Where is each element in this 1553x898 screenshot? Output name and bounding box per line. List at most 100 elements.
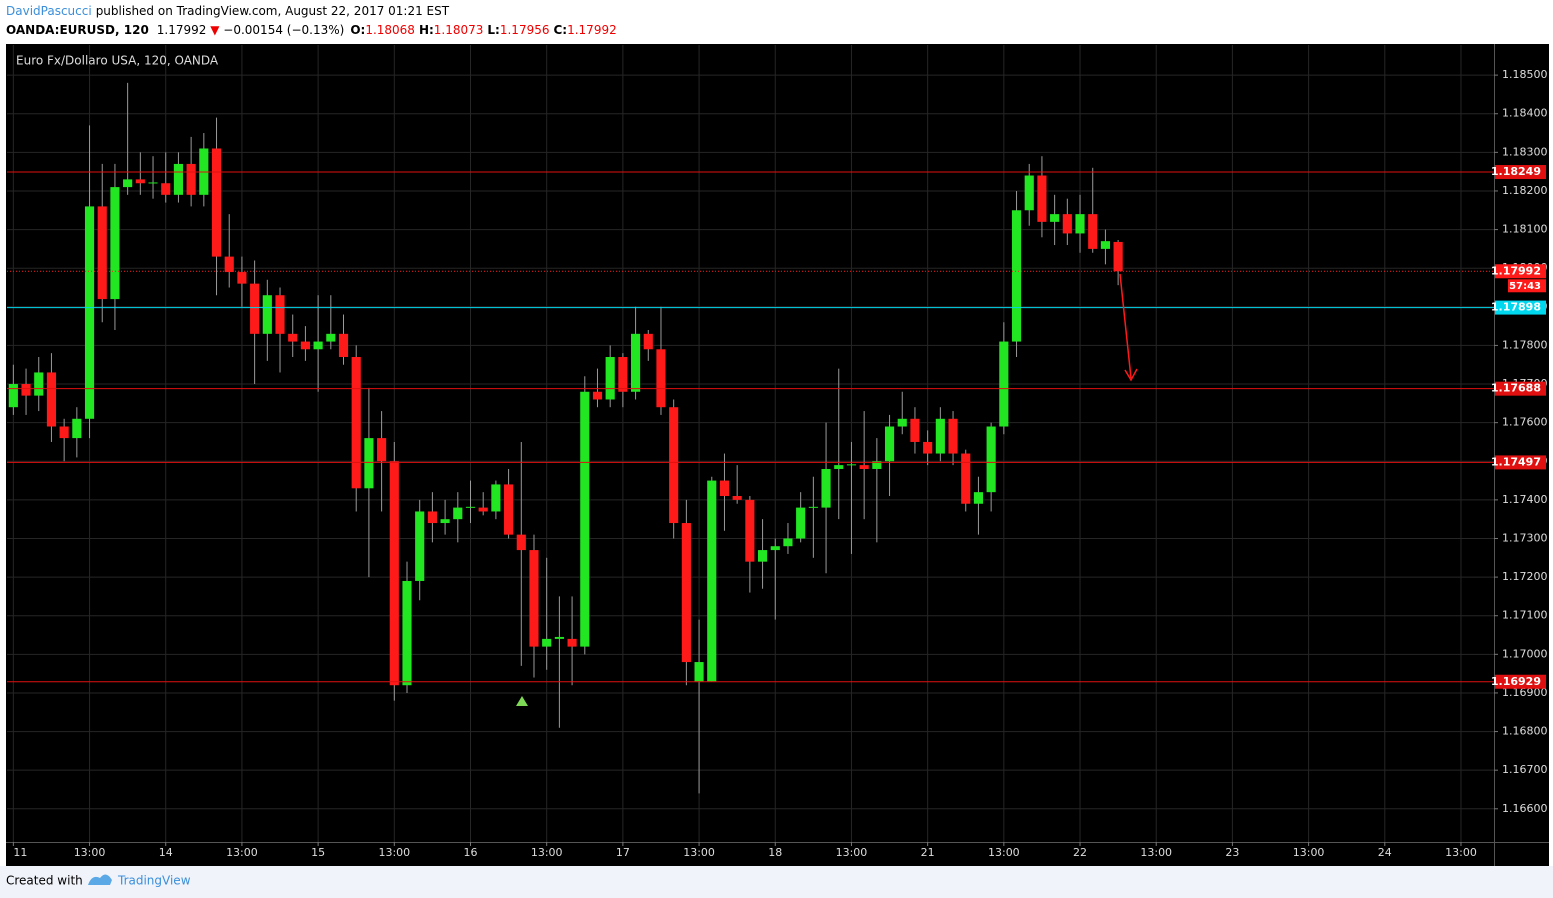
candle-body: [719, 480, 730, 497]
candle-body: [669, 407, 679, 524]
y-tick-label: 1.17400: [1502, 493, 1548, 506]
x-tick-label: 13:00: [1140, 846, 1172, 859]
change: −0.00154 (−0.13%): [223, 23, 344, 37]
levels: 1.18249 1.17898 1.17688 1.17497 1.16929 1.179…: [7, 165, 1546, 689]
candle-body: [478, 507, 488, 512]
l-label: L:: [487, 23, 499, 37]
candle-body: [148, 182, 158, 184]
x-tick-label: 13:00: [226, 846, 258, 859]
candle-body: [948, 418, 958, 454]
candle-body: [250, 283, 260, 334]
last-price-label-bg: [1495, 264, 1546, 279]
candle-body: [999, 341, 1009, 427]
candle-body: [1075, 214, 1085, 234]
candle-body: [84, 206, 95, 419]
candle-body: [288, 333, 298, 342]
level-label-bg: [1495, 165, 1546, 180]
candle-body: [377, 438, 387, 462]
candle-body: [110, 187, 120, 300]
candle-body: [796, 507, 806, 539]
candle-body: [542, 638, 552, 647]
candle-body: [554, 636, 564, 639]
candle-body: [884, 426, 895, 462]
y-tick-label: 1.18300: [1502, 145, 1548, 158]
level-label-bg: [1495, 455, 1546, 470]
candle-body: [1050, 214, 1060, 222]
candle-body: [923, 441, 933, 454]
candle-body: [745, 499, 755, 562]
candle-body: [453, 507, 463, 520]
countdown: 57:43: [1509, 281, 1541, 292]
candle-body: [1113, 241, 1123, 272]
x-tick-label: 11: [13, 846, 27, 859]
x-tick-label: 16: [463, 846, 477, 859]
h-label: H:: [419, 23, 434, 37]
y-tick-label: 1.17300: [1502, 531, 1548, 544]
candle-body: [681, 523, 691, 663]
x-tick-label: 23: [1225, 846, 1239, 859]
candle-body: [351, 357, 361, 489]
x-tick-label: 14: [159, 846, 173, 859]
author[interactable]: DavidPascucci: [6, 4, 92, 18]
candle-body: [326, 333, 336, 342]
x-tick-label: 15: [311, 846, 325, 859]
candle-body: [224, 256, 234, 273]
candle-body: [872, 461, 882, 469]
footer-bg: [0, 866, 1553, 898]
candle-body: [732, 496, 742, 500]
candle-body: [897, 418, 907, 427]
candle-body: [72, 418, 82, 439]
candle-body: [389, 461, 399, 686]
candle-body: [427, 511, 437, 524]
level-label: 1.18249: [1491, 165, 1541, 178]
level-label: 1.17898: [1491, 301, 1541, 314]
candle-body: [961, 453, 971, 504]
candle-body: [1062, 214, 1072, 234]
x-tick-label: 22: [1073, 846, 1087, 859]
x-tick-label: 13:00: [1445, 846, 1477, 859]
candle-body: [135, 179, 145, 184]
y-tick-label: 1.16900: [1502, 686, 1548, 699]
candle-body: [186, 163, 196, 195]
y-tick-label: 1.18100: [1502, 223, 1548, 236]
candle-body: [567, 638, 577, 647]
candle-body: [300, 341, 310, 350]
candle-body: [1088, 214, 1098, 249]
x-tick-label: 24: [1378, 846, 1392, 859]
chart-title: Euro Fx/Dollaro USA, 120, OANDA: [16, 54, 219, 68]
y-tick-label: 1.18400: [1502, 107, 1548, 120]
x-tick-label: 13:00: [988, 846, 1020, 859]
candle-body: [402, 580, 412, 686]
candle-body: [694, 662, 704, 682]
candle-body: [618, 357, 628, 392]
footer-brand[interactable]: TradingView: [117, 874, 191, 888]
candle-body: [592, 391, 603, 400]
y-tick-label: 1.17000: [1502, 647, 1548, 660]
candle-body: [59, 426, 69, 439]
h-value: 1.18073: [434, 23, 484, 37]
x-tick-label: 13:00: [378, 846, 410, 859]
candle-body: [707, 480, 717, 682]
candle-body: [580, 391, 590, 647]
level-label-bg: [1495, 381, 1546, 396]
candle-body: [1037, 175, 1047, 222]
candle-body: [123, 179, 133, 188]
y-tick-label: 1.16800: [1502, 725, 1548, 738]
candle-body: [46, 372, 57, 427]
candle-body: [415, 511, 425, 581]
candle-body: [211, 148, 222, 257]
header-line-1: DavidPascucci published on TradingView.co…: [6, 4, 450, 18]
o-value: 1.18068: [365, 23, 415, 37]
candle-body: [605, 357, 615, 400]
candle-body: [808, 506, 818, 508]
x-tick-label: 13:00: [836, 846, 868, 859]
candle-body: [262, 295, 272, 334]
candle-body: [529, 550, 539, 647]
candle-body: [275, 295, 285, 334]
last-price-label: 1.17992: [1491, 264, 1541, 277]
candle-body: [491, 484, 501, 512]
candle-body: [986, 426, 996, 493]
candle-body: [440, 519, 450, 524]
x-tick-label: 17: [616, 846, 630, 859]
